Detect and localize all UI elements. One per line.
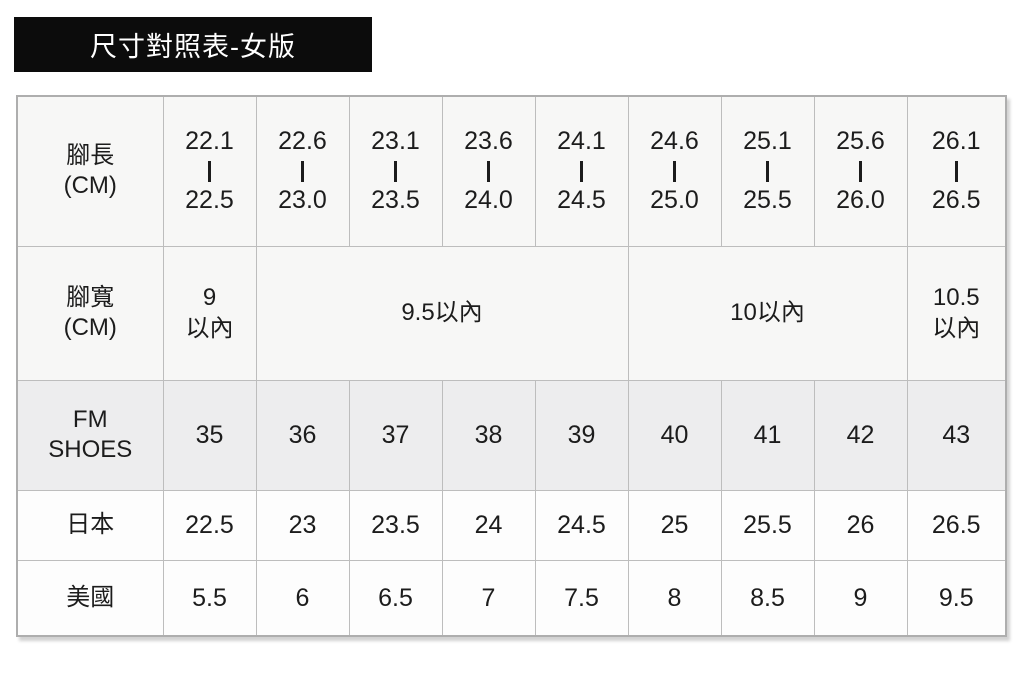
row-header-label-line1: 腳長 [66, 142, 115, 170]
fm-size-cell: 43 [906, 379, 1007, 491]
row-header-usa: 美國 [16, 559, 164, 637]
usa-size-cell: 8 [627, 559, 722, 637]
usa-size-cell: 5.5 [162, 559, 257, 637]
range-max: 26.0 [836, 185, 885, 214]
foot-length-range-cell: 25.1 25.5 [720, 95, 815, 247]
row-header-fm-shoes: FM SHOES [16, 379, 164, 491]
fm-size-cell: 38 [441, 379, 536, 491]
foot-length-range-cell: 23.1 23.5 [348, 95, 443, 247]
foot-width-cell: 10以內 [627, 245, 908, 381]
range-max: 25.0 [650, 185, 699, 214]
range-separator-bar [766, 160, 769, 182]
range-separator-bar [394, 160, 397, 182]
range-min: 24.6 [650, 127, 699, 156]
range-min: 25.1 [743, 127, 792, 156]
range-min: 26.1 [931, 127, 981, 156]
japan-size-cell: 24 [441, 489, 536, 561]
foot-width-value-line2: 以內 [185, 315, 234, 342]
japan-size-cell: 26 [813, 489, 908, 561]
japan-size-cell: 26.5 [906, 489, 1007, 561]
range-max: 24.0 [464, 185, 513, 214]
range-max: 24.5 [557, 185, 606, 214]
title-banner: 尺寸對照表-女版 [14, 17, 372, 72]
size-chart-table: 腳長 (CM) 22.1 22.5 22.6 23.0 23.1 23.5 [16, 95, 1007, 637]
fm-size-cell: 41 [720, 379, 815, 491]
foot-length-range-cell: 22.6 23.0 [255, 95, 350, 247]
range-max: 26.5 [931, 185, 981, 214]
range-separator-bar [487, 160, 490, 182]
japan-size-cell: 23.5 [348, 489, 443, 561]
fm-shoes-row: FM SHOES 35 36 37 38 39 40 41 42 43 [16, 379, 1007, 491]
usa-size-row: 美國 5.5 6 6.5 7 7.5 8 8.5 9 9.5 [16, 559, 1007, 637]
page-title: 尺寸對照表-女版 [90, 32, 296, 62]
row-header-label-line1: FM [72, 406, 108, 433]
range-min: 24.1 [557, 127, 606, 156]
foot-width-value-line1: 10以內 [730, 299, 805, 327]
range-max: 23.0 [278, 185, 327, 214]
foot-length-range-cell: 24.6 25.0 [627, 95, 722, 247]
foot-length-row: 腳長 (CM) 22.1 22.5 22.6 23.0 23.1 23.5 [16, 95, 1007, 247]
range-max: 22.5 [185, 185, 234, 214]
foot-width-cell: 9.5以內 [255, 245, 629, 381]
range-separator-bar [580, 160, 583, 182]
row-header-label-line1: 美國 [66, 583, 115, 611]
row-header-label-line2: (CM) [63, 314, 117, 341]
usa-size-cell: 9.5 [906, 559, 1007, 637]
foot-width-cell: 10.5 以內 [906, 245, 1007, 381]
row-header-label-line2: SHOES [48, 436, 133, 463]
foot-width-cell: 9 以內 [162, 245, 257, 381]
range-min: 22.1 [185, 127, 234, 156]
foot-width-value-line1: 10.5 [932, 283, 980, 311]
row-header-foot-width: 腳寬 (CM) [16, 245, 164, 381]
foot-length-range-cell: 26.1 26.5 [906, 95, 1007, 247]
japan-size-cell: 24.5 [534, 489, 629, 561]
japan-size-cell: 25.5 [720, 489, 815, 561]
row-header-label-line2: (CM) [63, 172, 117, 200]
usa-size-cell: 7 [441, 559, 536, 637]
fm-size-cell: 40 [627, 379, 722, 491]
usa-size-cell: 6 [255, 559, 350, 637]
foot-length-range-cell: 25.6 26.0 [813, 95, 908, 247]
foot-width-value-line2: 以內 [932, 315, 981, 342]
range-separator-bar [208, 160, 211, 182]
range-separator-bar [673, 160, 676, 182]
range-min: 25.6 [836, 127, 885, 156]
japan-size-cell: 25 [627, 489, 722, 561]
foot-width-value-line1: 9.5以內 [401, 299, 483, 327]
fm-size-cell: 36 [255, 379, 350, 491]
foot-length-range-cell: 24.1 24.5 [534, 95, 629, 247]
range-max: 23.5 [371, 185, 420, 214]
usa-size-cell: 7.5 [534, 559, 629, 637]
japan-size-row: 日本 22.5 23 23.5 24 24.5 25 25.5 26 26.5 [16, 489, 1007, 561]
fm-size-cell: 39 [534, 379, 629, 491]
usa-size-cell: 9 [813, 559, 908, 637]
foot-length-range-cell: 22.1 22.5 [162, 95, 257, 247]
japan-size-cell: 23 [255, 489, 350, 561]
usa-size-cell: 6.5 [348, 559, 443, 637]
foot-width-row: 腳寬 (CM) 9 以內 9.5以內 10以內 10.5 以內 [16, 245, 1007, 381]
usa-size-cell: 8.5 [720, 559, 815, 637]
range-min: 23.6 [464, 127, 513, 156]
range-min: 23.1 [371, 127, 420, 156]
row-header-label-line1: 腳寬 [66, 284, 115, 311]
range-separator-bar [954, 160, 958, 182]
fm-size-cell: 35 [162, 379, 257, 491]
foot-length-range-cell: 23.6 24.0 [441, 95, 536, 247]
row-header-japan: 日本 [16, 489, 164, 561]
range-separator-bar [301, 160, 304, 182]
range-max: 25.5 [743, 185, 792, 214]
fm-size-cell: 37 [348, 379, 443, 491]
fm-size-cell: 42 [813, 379, 908, 491]
row-header-label-line1: 日本 [66, 511, 115, 538]
japan-size-cell: 22.5 [162, 489, 257, 561]
foot-width-value-line1: 9 [202, 283, 217, 311]
range-min: 22.6 [278, 127, 327, 156]
range-separator-bar [859, 160, 862, 182]
row-header-foot-length: 腳長 (CM) [16, 95, 164, 247]
